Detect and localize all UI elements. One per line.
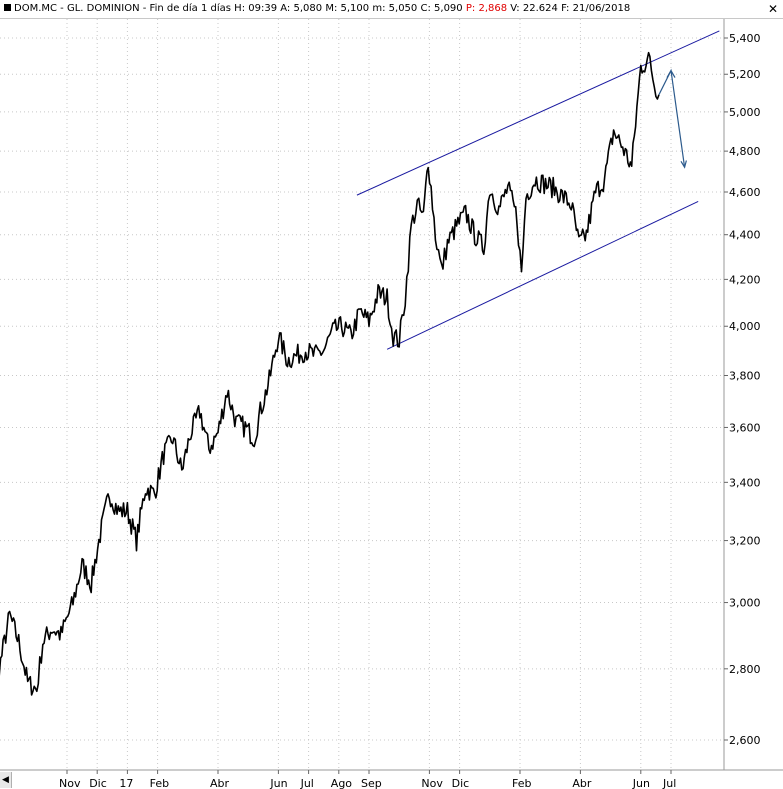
- apertura-label: A:: [280, 3, 291, 14]
- y-tick-label: 3,600: [729, 421, 761, 434]
- y-tick-label: 3,800: [729, 370, 761, 383]
- company-name: GL. DOMINION: [66, 3, 140, 14]
- price-series: [0, 51, 660, 696]
- scroll-left-icon[interactable]: ◀: [0, 772, 12, 788]
- y-tick-label: 3,200: [729, 535, 761, 548]
- x-tick-label: Dic: [452, 777, 470, 789]
- cierre-value: 5,090: [434, 3, 463, 14]
- minimo-label: m:: [372, 3, 386, 14]
- cierre-label: C:: [420, 3, 431, 14]
- y-tick-label: 2,600: [729, 734, 761, 747]
- x-tick-label: Jun: [269, 777, 287, 789]
- y-tick-label: 4,000: [729, 320, 761, 333]
- projection-path: [658, 68, 686, 168]
- x-axis: oNovDic17FebAbrJunJulAgoSepNovDicFebAbrJ…: [59, 770, 676, 789]
- close-icon[interactable]: ✕: [767, 2, 779, 16]
- price-line: [0, 51, 660, 696]
- x-tick-label: Feb: [150, 777, 169, 789]
- y-tick-label: 5,400: [729, 32, 761, 45]
- quote-header: DOM.MC - GL. DOMINION - Fin de día 1 día…: [0, 0, 783, 19]
- p-value: 2,868: [478, 3, 508, 14]
- hora-value: 09:39: [248, 3, 278, 14]
- x-tick-label: Feb: [512, 777, 531, 789]
- x-tick-label: Dic: [89, 777, 107, 789]
- channel-upper-line: [356, 30, 720, 196]
- period: Fin de día 1 días: [149, 3, 231, 14]
- p-label: P:: [465, 3, 476, 14]
- x-tick-label: Jul: [300, 777, 314, 789]
- symbol: DOM.MC: [14, 3, 57, 14]
- maximo-label: M:: [325, 3, 338, 14]
- x-tick-label: Sep: [361, 777, 382, 789]
- y-tick-label: 3,000: [729, 597, 761, 610]
- minimo-value: 5,050: [388, 3, 418, 14]
- maximo-value: 5,100: [340, 3, 370, 14]
- y-tick-label: 4,200: [729, 273, 761, 286]
- x-tick-label: Abr: [210, 777, 230, 789]
- series-color-swatch: [4, 3, 11, 11]
- x-tick-label: Jun: [632, 777, 650, 789]
- y-tick-label: 3,400: [729, 476, 761, 489]
- grid-lines: [0, 19, 783, 771]
- y-tick-label: 4,400: [729, 229, 761, 242]
- apertura-value: 5,080: [293, 3, 323, 14]
- fecha-value: 21/06/2018: [572, 3, 631, 14]
- channel-lower-line: [386, 200, 699, 350]
- x-tick-label: Jul: [662, 777, 676, 789]
- y-tick-label: 4,800: [729, 145, 761, 158]
- volumen-value: 22.624: [522, 3, 558, 14]
- y-tick-label: 4,600: [729, 186, 761, 199]
- y-tick-label: 2,800: [729, 663, 761, 676]
- trend-channel: [356, 30, 720, 350]
- projection-arrow: [658, 68, 687, 169]
- projection-peak-arrowhead: [666, 69, 676, 78]
- y-axis: 5,400 5,200 5,000 4,800 4,600 4,400 4,200 4,000…: [724, 32, 761, 747]
- projection-arrowhead: [680, 160, 687, 169]
- x-tick-label: Nov: [59, 777, 81, 789]
- x-tick-label: Nov: [421, 777, 443, 789]
- y-tick-label: 5,000: [729, 106, 761, 119]
- x-tick-label: 17: [119, 777, 133, 789]
- fecha-label: F:: [561, 3, 570, 14]
- hora-label: H:: [234, 3, 246, 14]
- x-tick-label: Ago: [331, 777, 353, 789]
- volumen-label: V:: [510, 3, 520, 14]
- x-tick-label: Abr: [572, 777, 592, 789]
- y-tick-label: 5,200: [729, 68, 761, 81]
